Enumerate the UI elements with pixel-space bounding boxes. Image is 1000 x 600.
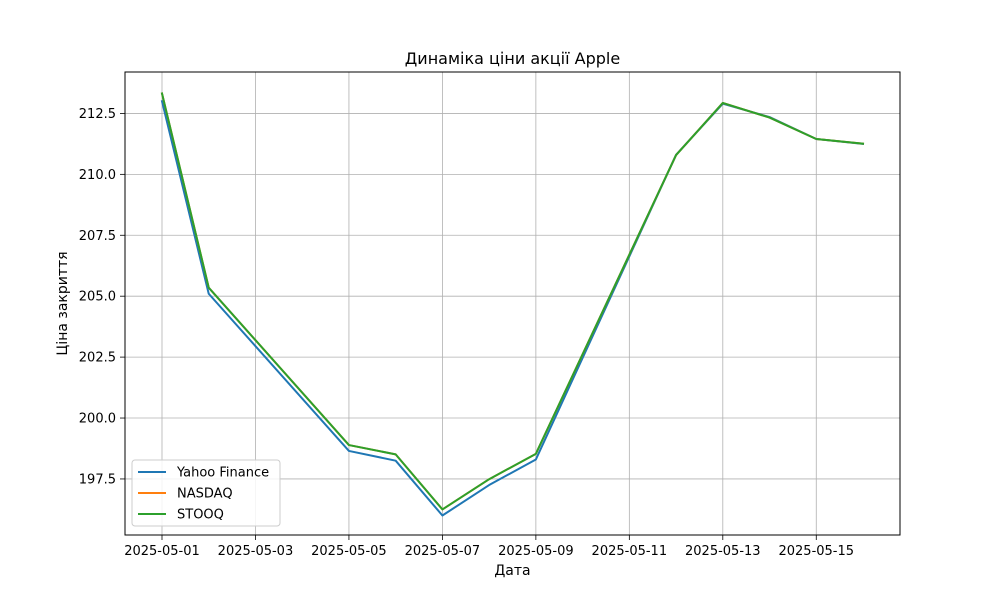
series-line-stooq	[160, 92, 865, 511]
y-tick-label: 197.5	[79, 472, 116, 487]
x-tick-label: 2025-05-07	[405, 544, 481, 559]
series-lines	[160, 92, 865, 517]
y-tick-label: 200.0	[79, 412, 116, 427]
x-axis-label: Дата	[494, 563, 530, 579]
legend-label: NASDAQ	[177, 487, 233, 502]
x-tick-label: 2025-05-13	[685, 544, 761, 559]
legend: Yahoo Finance NASDAQ STOOQ	[131, 459, 281, 527]
grid	[125, 72, 900, 535]
x-tick-label: 2025-05-11	[592, 544, 668, 559]
series-line-nasdaq	[160, 92, 865, 511]
x-tick-label: 2025-05-05	[311, 544, 387, 559]
y-tick-label: 210.0	[79, 168, 116, 183]
x-tick-label: 2025-05-09	[498, 544, 574, 559]
legend-label: STOOQ	[177, 508, 224, 523]
y-tick-label: 212.5	[79, 107, 116, 122]
series-line-yahoo-finance	[160, 100, 865, 517]
y-tick-label: 207.5	[79, 229, 116, 244]
x-tick-label: 2025-05-15	[778, 544, 854, 559]
y-axis-label: Ціна закриття	[55, 251, 71, 355]
y-tick-label: 205.0	[79, 290, 116, 305]
chart-title: Динаміка ціни акції Apple	[405, 49, 620, 68]
y-tick-label: 202.5	[79, 351, 116, 366]
legend-label: Yahoo Finance	[176, 466, 269, 481]
plot-frame	[124, 71, 901, 536]
x-tick-label: 2025-05-03	[218, 544, 294, 559]
y-axis-ticks: 197.5 200.0 202.5 205.0 207.5 210.0 212.5	[79, 107, 125, 487]
x-axis-ticks: 2025-05-01 2025-05-03 2025-05-05 2025-05-07…	[124, 535, 854, 559]
x-tick-label: 2025-05-01	[124, 544, 200, 559]
legend-box	[131, 459, 281, 527]
